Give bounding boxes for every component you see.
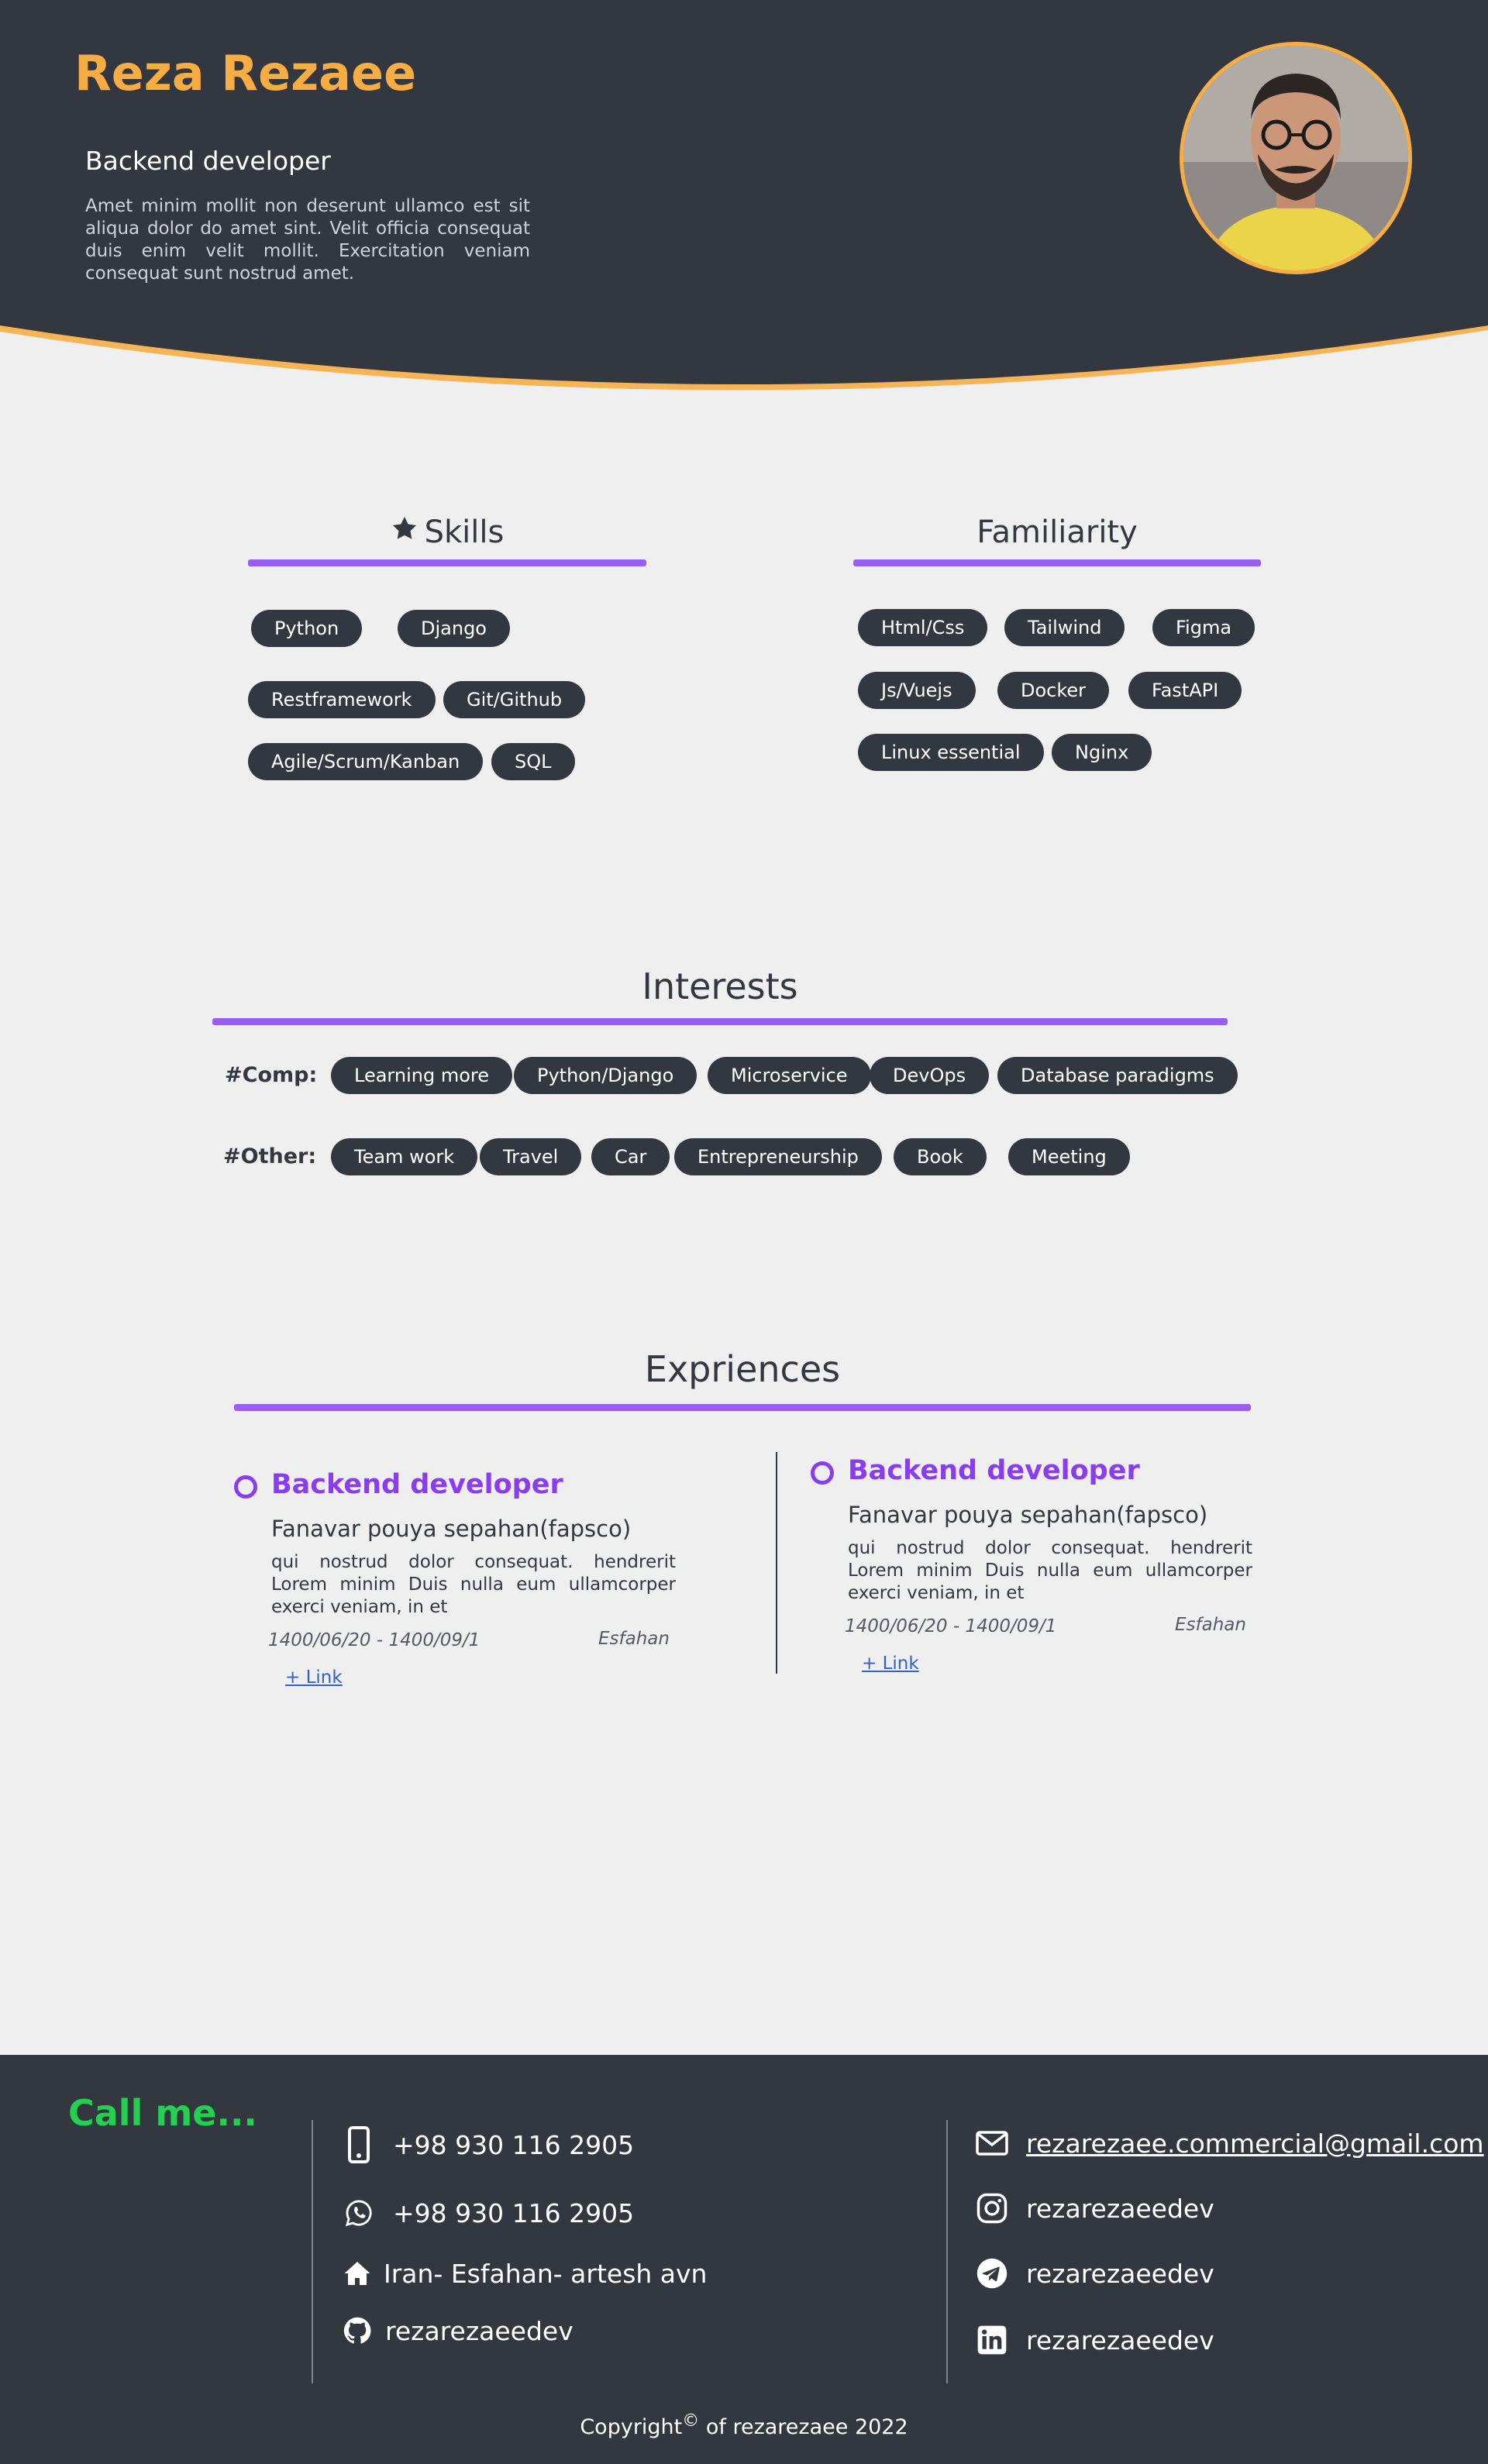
- familiarity-pill: Tailwind: [1004, 609, 1125, 646]
- interest-pill: Python/Django: [514, 1057, 698, 1094]
- footer-divider: [946, 2120, 948, 2383]
- telegram-icon: [975, 2256, 1009, 2290]
- familiarity-underline: [853, 559, 1261, 566]
- copyright: Copyright© of rezarezaee 2022: [0, 2411, 1488, 2439]
- interest-pill: Travel: [480, 1138, 582, 1175]
- whatsapp-number: +98 930 116 2905: [393, 2197, 635, 2228]
- mobile-phone-icon: [342, 2126, 376, 2163]
- experience-city: Esfahan: [1175, 1615, 1246, 1635]
- skills-title: Skills: [248, 513, 646, 550]
- familiarity-pill: Figma: [1152, 609, 1256, 646]
- instagram-contact[interactable]: rezarezaeedev: [975, 2191, 1214, 2225]
- experience-city: Esfahan: [598, 1629, 670, 1649]
- familiarity-title: Familiarity: [976, 514, 1138, 550]
- email-link[interactable]: rezarezaee.commercial@gmail.com: [1026, 2128, 1484, 2159]
- experience-description: qui nostrud dolor consequat. hendrerit L…: [848, 1538, 1252, 1603]
- experience-company: Fanavar pouya sepahan(fapsco): [271, 1516, 632, 1542]
- interest-pill: Microservice: [708, 1057, 871, 1094]
- copyright-symbol: ©: [682, 2411, 700, 2431]
- mail-icon: [975, 2126, 1009, 2160]
- home-icon: [342, 2256, 373, 2290]
- github-contact[interactable]: rezarezaeedev: [342, 2314, 574, 2348]
- star-icon: [391, 514, 418, 550]
- linkedin-username[interactable]: rezarezaeedev: [1026, 2325, 1214, 2356]
- profile-name: Reza Rezaee: [74, 45, 417, 102]
- call-me-heading: Call me...: [68, 2092, 257, 2134]
- experiences-title: Expriences: [644, 1348, 841, 1390]
- phone-number: +98 930 116 2905: [393, 2129, 635, 2160]
- interest-pill: Team work: [331, 1138, 478, 1175]
- phone-contact: +98 930 116 2905: [342, 2126, 635, 2163]
- familiarity-pill: FastAPI: [1128, 672, 1242, 709]
- avatar-photo: [1183, 46, 1408, 270]
- experience-dates: 1400/06/20 - 1400/09/1: [268, 1630, 480, 1650]
- experience-divider: [776, 1452, 777, 1674]
- copyright-suffix: of rezarezaee 2022: [705, 2415, 908, 2439]
- whatsapp-icon: [342, 2196, 376, 2230]
- interest-pill: Book: [894, 1138, 987, 1175]
- familiarity-pill: Docker: [997, 672, 1110, 709]
- interest-pill: Database paradigms: [997, 1057, 1238, 1094]
- header: Reza Rezaee Backend developer Amet minim…: [0, 0, 1488, 403]
- skill-pill: Git/Github: [443, 681, 586, 718]
- github-icon: [342, 2314, 373, 2348]
- skill-pill: Restframework: [248, 681, 436, 718]
- interest-pill: Meeting: [1008, 1138, 1130, 1175]
- interest-pill: Learning more: [331, 1057, 512, 1094]
- instagram-username[interactable]: rezarezaeedev: [1026, 2193, 1214, 2224]
- profile-role: Backend developer: [85, 146, 331, 176]
- telegram-username[interactable]: rezarezaeedev: [1026, 2258, 1214, 2289]
- experience-company: Fanavar pouya sepahan(fapsco): [848, 1502, 1208, 1528]
- address: Iran- Esfahan- artesh avn: [384, 2258, 708, 2289]
- whatsapp-contact: +98 930 116 2905: [342, 2196, 634, 2230]
- skill-pill: Django: [398, 610, 510, 647]
- skill-pill: SQL: [491, 743, 575, 780]
- address-contact: Iran- Esfahan- artesh avn: [342, 2256, 707, 2290]
- email-contact[interactable]: rezarezaee.commercial@gmail.com: [975, 2126, 1484, 2160]
- header-wave-background: [0, 0, 1488, 391]
- avatar: [1180, 42, 1412, 274]
- skills-underline: [248, 559, 646, 566]
- experience-link[interactable]: + Link: [862, 1654, 919, 1674]
- linkedin-contact[interactable]: rezarezaeedev: [975, 2323, 1214, 2357]
- profile-intro: Amet minim mollit non deserunt ullamco e…: [85, 196, 530, 284]
- telegram-contact[interactable]: rezarezaeedev: [975, 2256, 1214, 2290]
- skill-pill: Python: [251, 610, 363, 647]
- footer-divider: [312, 2120, 313, 2383]
- linkedin-icon: [975, 2323, 1009, 2357]
- experience-job-title: Backend developer: [848, 1455, 1140, 1486]
- familiarity-pill: Nginx: [1052, 734, 1152, 771]
- interests-underline: [212, 1018, 1228, 1025]
- other-label: #Other:: [223, 1144, 317, 1168]
- experience-dates: 1400/06/20 - 1400/09/1: [845, 1616, 1057, 1636]
- experiences-underline: [234, 1404, 1251, 1411]
- experience-description: qui nostrud dolor consequat. hendrerit L…: [271, 1552, 676, 1617]
- github-username[interactable]: rezarezaeedev: [385, 2315, 574, 2346]
- timeline-dot-icon: [234, 1475, 257, 1499]
- familiarity-pill: Html/Css: [858, 609, 988, 646]
- comp-label: #Comp:: [225, 1063, 318, 1087]
- experience-job-title: Backend developer: [271, 1469, 563, 1500]
- familiarity-pill: Js/Vuejs: [858, 672, 976, 709]
- footer: Call me... +98 930 116 2905 +98 930 116 …: [0, 2055, 1488, 2464]
- skill-pill: Agile/Scrum/Kanban: [248, 743, 484, 780]
- copyright-prefix: Copyright: [580, 2415, 683, 2439]
- interest-pill: DevOps: [870, 1057, 990, 1094]
- interests-title: Interests: [642, 965, 798, 1007]
- familiarity-pill: Linux essential: [858, 734, 1044, 771]
- instagram-icon: [975, 2191, 1009, 2225]
- interest-pill: Car: [591, 1138, 670, 1175]
- interest-pill: Entrepreneurship: [674, 1138, 882, 1175]
- experience-link[interactable]: + Link: [285, 1667, 343, 1688]
- timeline-dot-icon: [811, 1461, 834, 1485]
